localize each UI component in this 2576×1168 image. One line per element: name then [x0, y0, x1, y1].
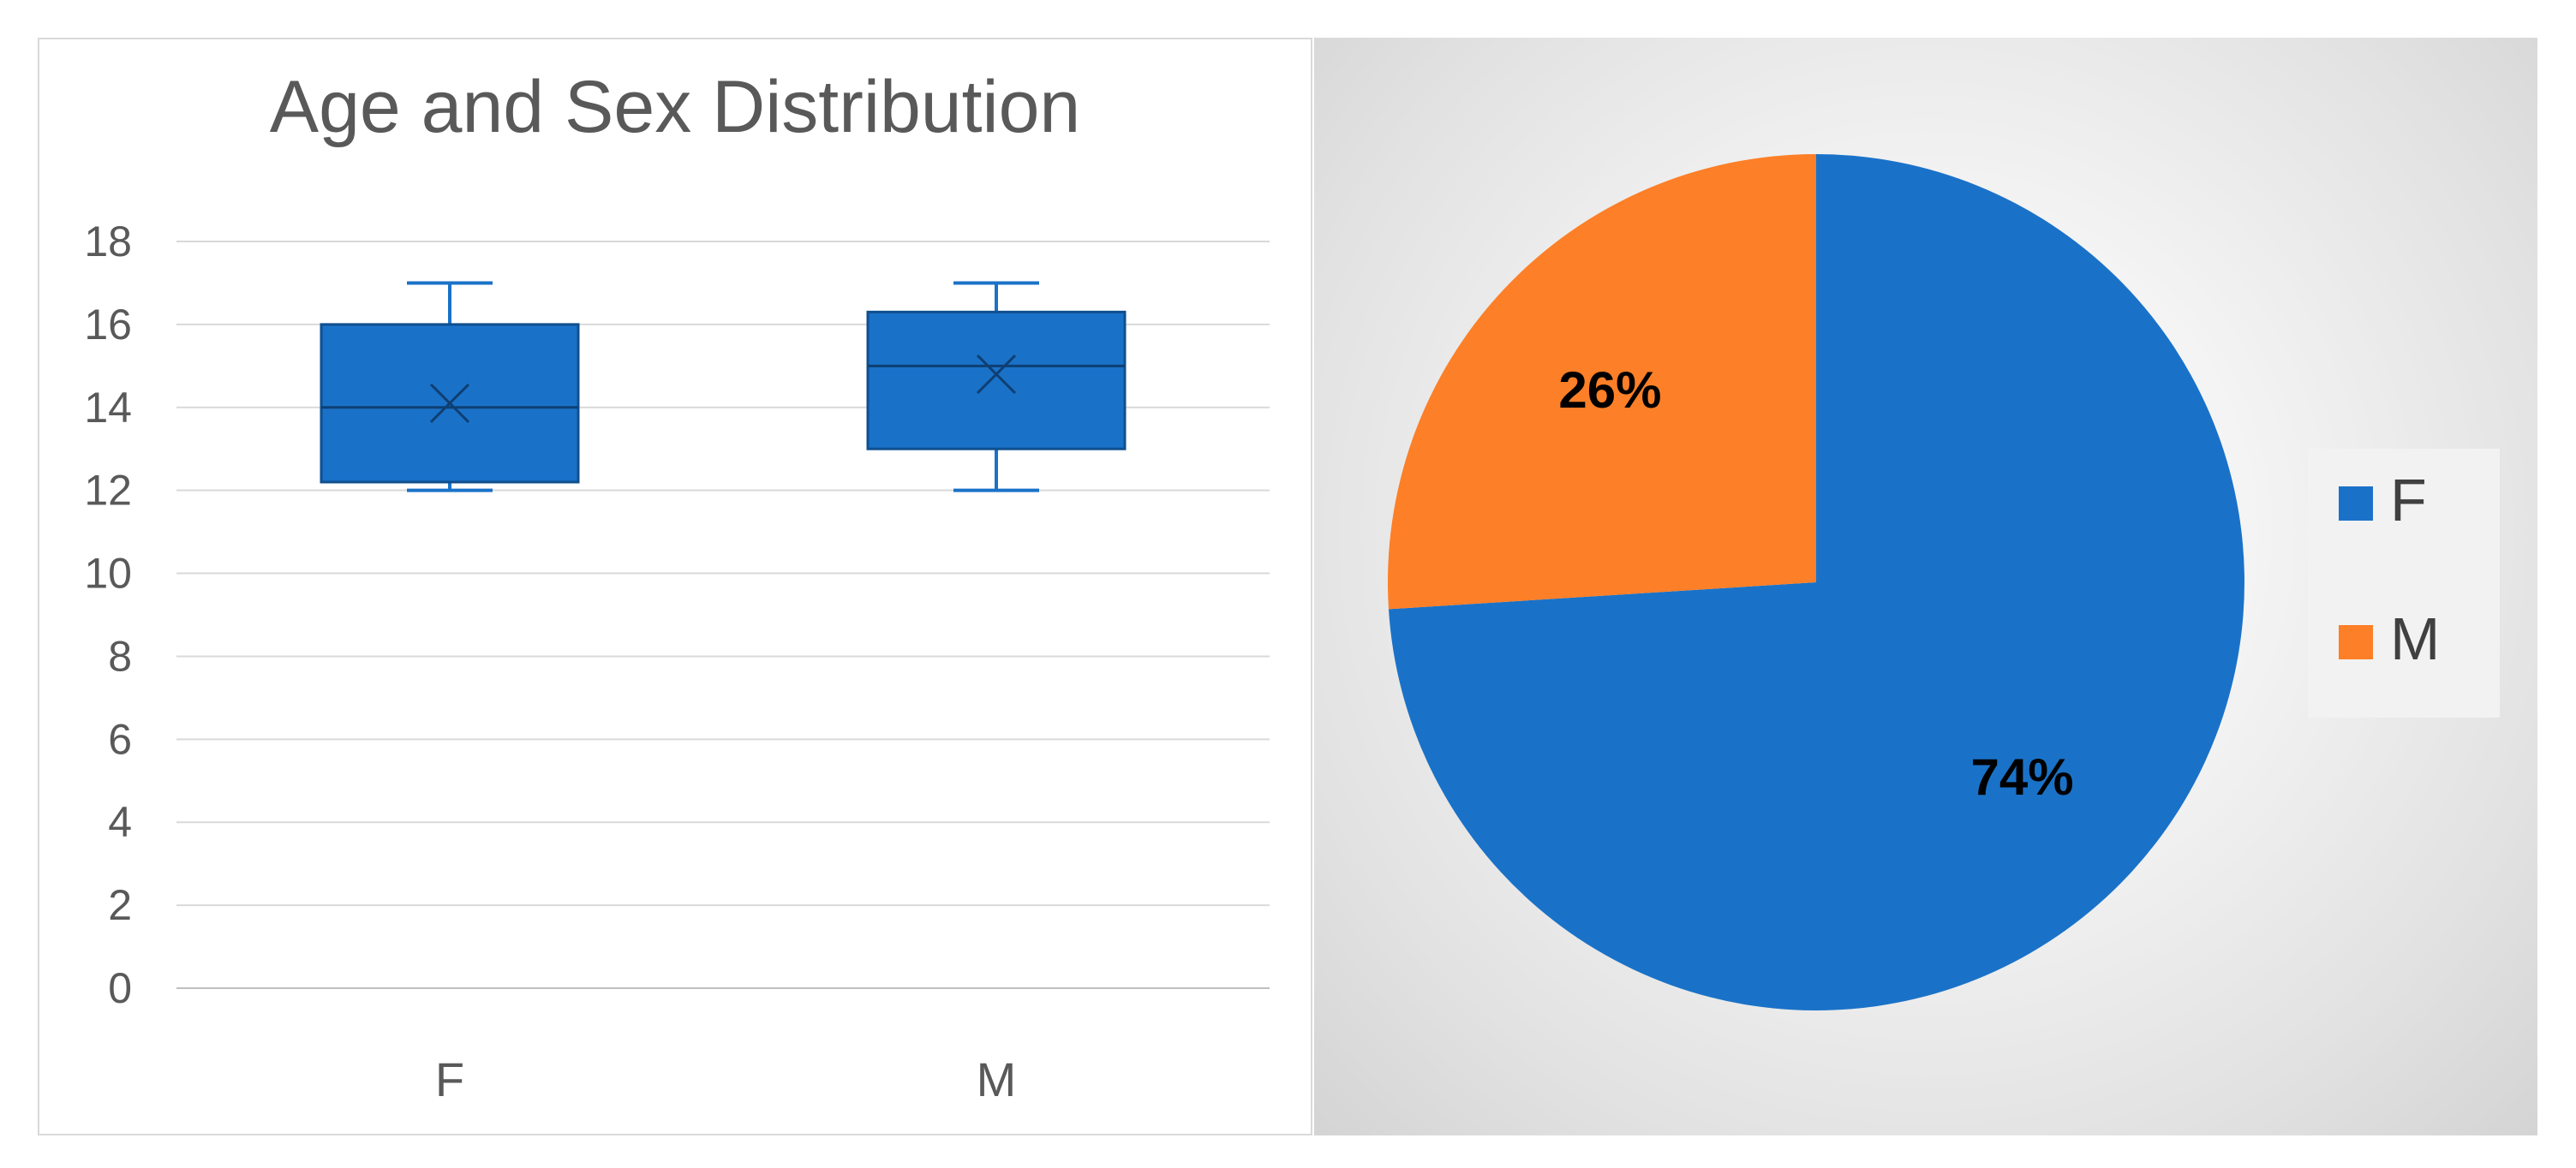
y-tick-label: 16: [84, 301, 132, 349]
legend-swatch: [2339, 486, 2373, 521]
y-axis-ticks: 0 2 4 6 8 10 12 14 16 18: [84, 218, 132, 1012]
y-tick-label: 18: [84, 218, 132, 265]
box-M: [866, 281, 1127, 492]
pie-slice-F: [1388, 154, 2244, 1010]
mean-marker: [976, 354, 1017, 395]
box-plot-panel: Age and Sex Distribution 0 2 4 6 8 10 12 14 16 18…: [38, 38, 1312, 1135]
x-category-label: F: [435, 1052, 464, 1106]
gridlines: [176, 241, 1270, 989]
pie-data-label: 74%: [1971, 748, 2074, 806]
legend-swatch: [2339, 625, 2373, 659]
box-plot-chart: Age and Sex Distribution 0 2 4 6 8 10 12 14 16 18…: [84, 66, 1270, 1106]
boxes: [320, 281, 1127, 492]
pie-slice-M: [1388, 154, 1816, 610]
y-tick-label: 14: [84, 384, 132, 432]
legend-label: M: [2390, 605, 2440, 672]
pie-data-labels: 74% 26%: [1558, 361, 2073, 806]
legend: FM: [2308, 449, 2500, 718]
y-tick-label: 0: [108, 964, 132, 1012]
legend-item-F: F: [2339, 467, 2427, 533]
y-tick-label: 12: [84, 467, 132, 515]
pie-slices: [1388, 154, 2244, 1010]
mean-marker: [429, 383, 470, 423]
legend-entries: FM: [2339, 467, 2440, 672]
pie-chart: 74%26% FM: [1388, 154, 2500, 1010]
legend-item-M: M: [2339, 605, 2440, 672]
chart-title: Age and Sex Distribution: [270, 66, 1081, 148]
y-tick-label: 10: [84, 550, 132, 598]
legend-label: F: [2390, 467, 2427, 533]
iqr-box: [866, 310, 1127, 450]
y-tick-label: 4: [108, 798, 132, 846]
x-category-label: M: [977, 1052, 1017, 1106]
y-tick-label: 6: [108, 715, 132, 763]
pie-data-label: 26%: [1558, 361, 1661, 419]
box-F: [320, 281, 580, 492]
y-tick-label: 8: [108, 632, 132, 680]
y-tick-label: 2: [108, 881, 132, 929]
